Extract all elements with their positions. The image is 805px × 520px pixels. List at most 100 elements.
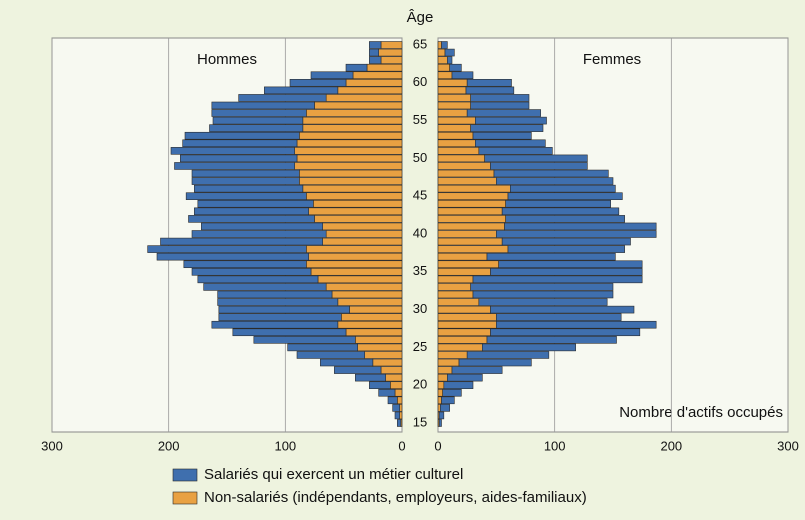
bar — [437, 351, 468, 359]
bar — [345, 63, 368, 72]
bar — [437, 94, 471, 102]
bar — [394, 411, 400, 420]
bar — [299, 169, 403, 178]
bar — [447, 56, 453, 64]
bar — [496, 177, 614, 185]
bar — [211, 109, 307, 117]
bar — [253, 336, 356, 344]
bar — [504, 222, 657, 231]
bar — [217, 298, 339, 306]
bar — [352, 71, 403, 80]
bar — [387, 396, 398, 405]
bar — [302, 124, 403, 132]
bar — [501, 237, 631, 246]
bar — [364, 351, 403, 359]
bar — [437, 169, 495, 178]
y-tick-label: 60 — [413, 74, 427, 89]
bar — [496, 313, 622, 321]
y-tick-label: 55 — [413, 112, 427, 127]
y-tick-label: 15 — [413, 414, 427, 429]
bar — [490, 305, 635, 314]
bar — [302, 184, 403, 193]
bar — [437, 147, 480, 155]
bar — [380, 41, 403, 49]
bar — [325, 94, 403, 102]
bar — [501, 207, 620, 216]
x-tick-label: 300 — [41, 438, 63, 453]
bar — [345, 79, 403, 87]
bar — [437, 230, 497, 238]
bar — [437, 404, 441, 412]
bar — [437, 252, 488, 261]
bar — [147, 245, 307, 253]
bar — [349, 305, 403, 314]
bar — [310, 71, 354, 80]
bar — [397, 419, 402, 427]
y-tick-label: 30 — [413, 301, 427, 316]
bar — [337, 298, 403, 306]
bar — [320, 358, 374, 367]
bar — [437, 131, 474, 140]
bar — [437, 320, 497, 329]
bar — [218, 305, 350, 314]
bar — [486, 252, 616, 261]
bar — [211, 101, 315, 110]
bar — [182, 139, 298, 148]
bar — [470, 94, 530, 102]
bar — [170, 147, 295, 155]
bar — [302, 116, 403, 125]
bar — [380, 366, 403, 374]
bar — [437, 124, 471, 132]
bar — [306, 109, 403, 117]
bar — [437, 215, 506, 223]
bar — [334, 366, 382, 374]
bar — [478, 147, 553, 155]
bar — [437, 101, 471, 110]
bar — [180, 154, 298, 163]
x-tick-label: 100 — [274, 438, 296, 453]
bar — [437, 343, 483, 352]
bar — [325, 283, 403, 291]
bar — [212, 116, 304, 125]
bar — [437, 283, 471, 291]
x-tick-label: 200 — [660, 438, 682, 453]
bar — [197, 275, 319, 284]
bar — [211, 320, 339, 329]
y-tick-label: 65 — [413, 36, 427, 51]
bar — [308, 207, 403, 216]
bar — [191, 268, 312, 276]
bar — [322, 237, 403, 246]
bar — [490, 328, 641, 337]
bar — [437, 139, 476, 148]
legend-swatch — [172, 468, 198, 482]
y-tick-label: 50 — [413, 150, 427, 165]
bar — [296, 351, 365, 359]
bar — [394, 388, 403, 397]
bar — [299, 131, 403, 140]
bar — [194, 207, 309, 216]
bar — [470, 101, 530, 110]
bar — [184, 131, 300, 140]
bar — [437, 396, 442, 405]
bar — [437, 207, 503, 216]
bar — [299, 177, 403, 185]
bar — [306, 260, 403, 269]
y-tick-label: 45 — [413, 188, 427, 203]
x-axis-title: Nombre d'actifs occupés — [619, 404, 783, 421]
bar — [441, 41, 448, 49]
bar — [378, 48, 403, 57]
bar — [510, 184, 616, 193]
bar — [498, 260, 643, 269]
bar — [209, 124, 304, 132]
bar — [197, 199, 314, 208]
bar — [437, 358, 460, 367]
bar — [482, 343, 576, 352]
bar — [357, 343, 403, 352]
bar — [440, 404, 450, 412]
x-tick-label: 300 — [777, 438, 799, 453]
bar — [232, 328, 347, 337]
bar — [378, 388, 396, 397]
bar — [380, 56, 403, 64]
bar — [399, 404, 403, 412]
bar — [449, 63, 462, 72]
